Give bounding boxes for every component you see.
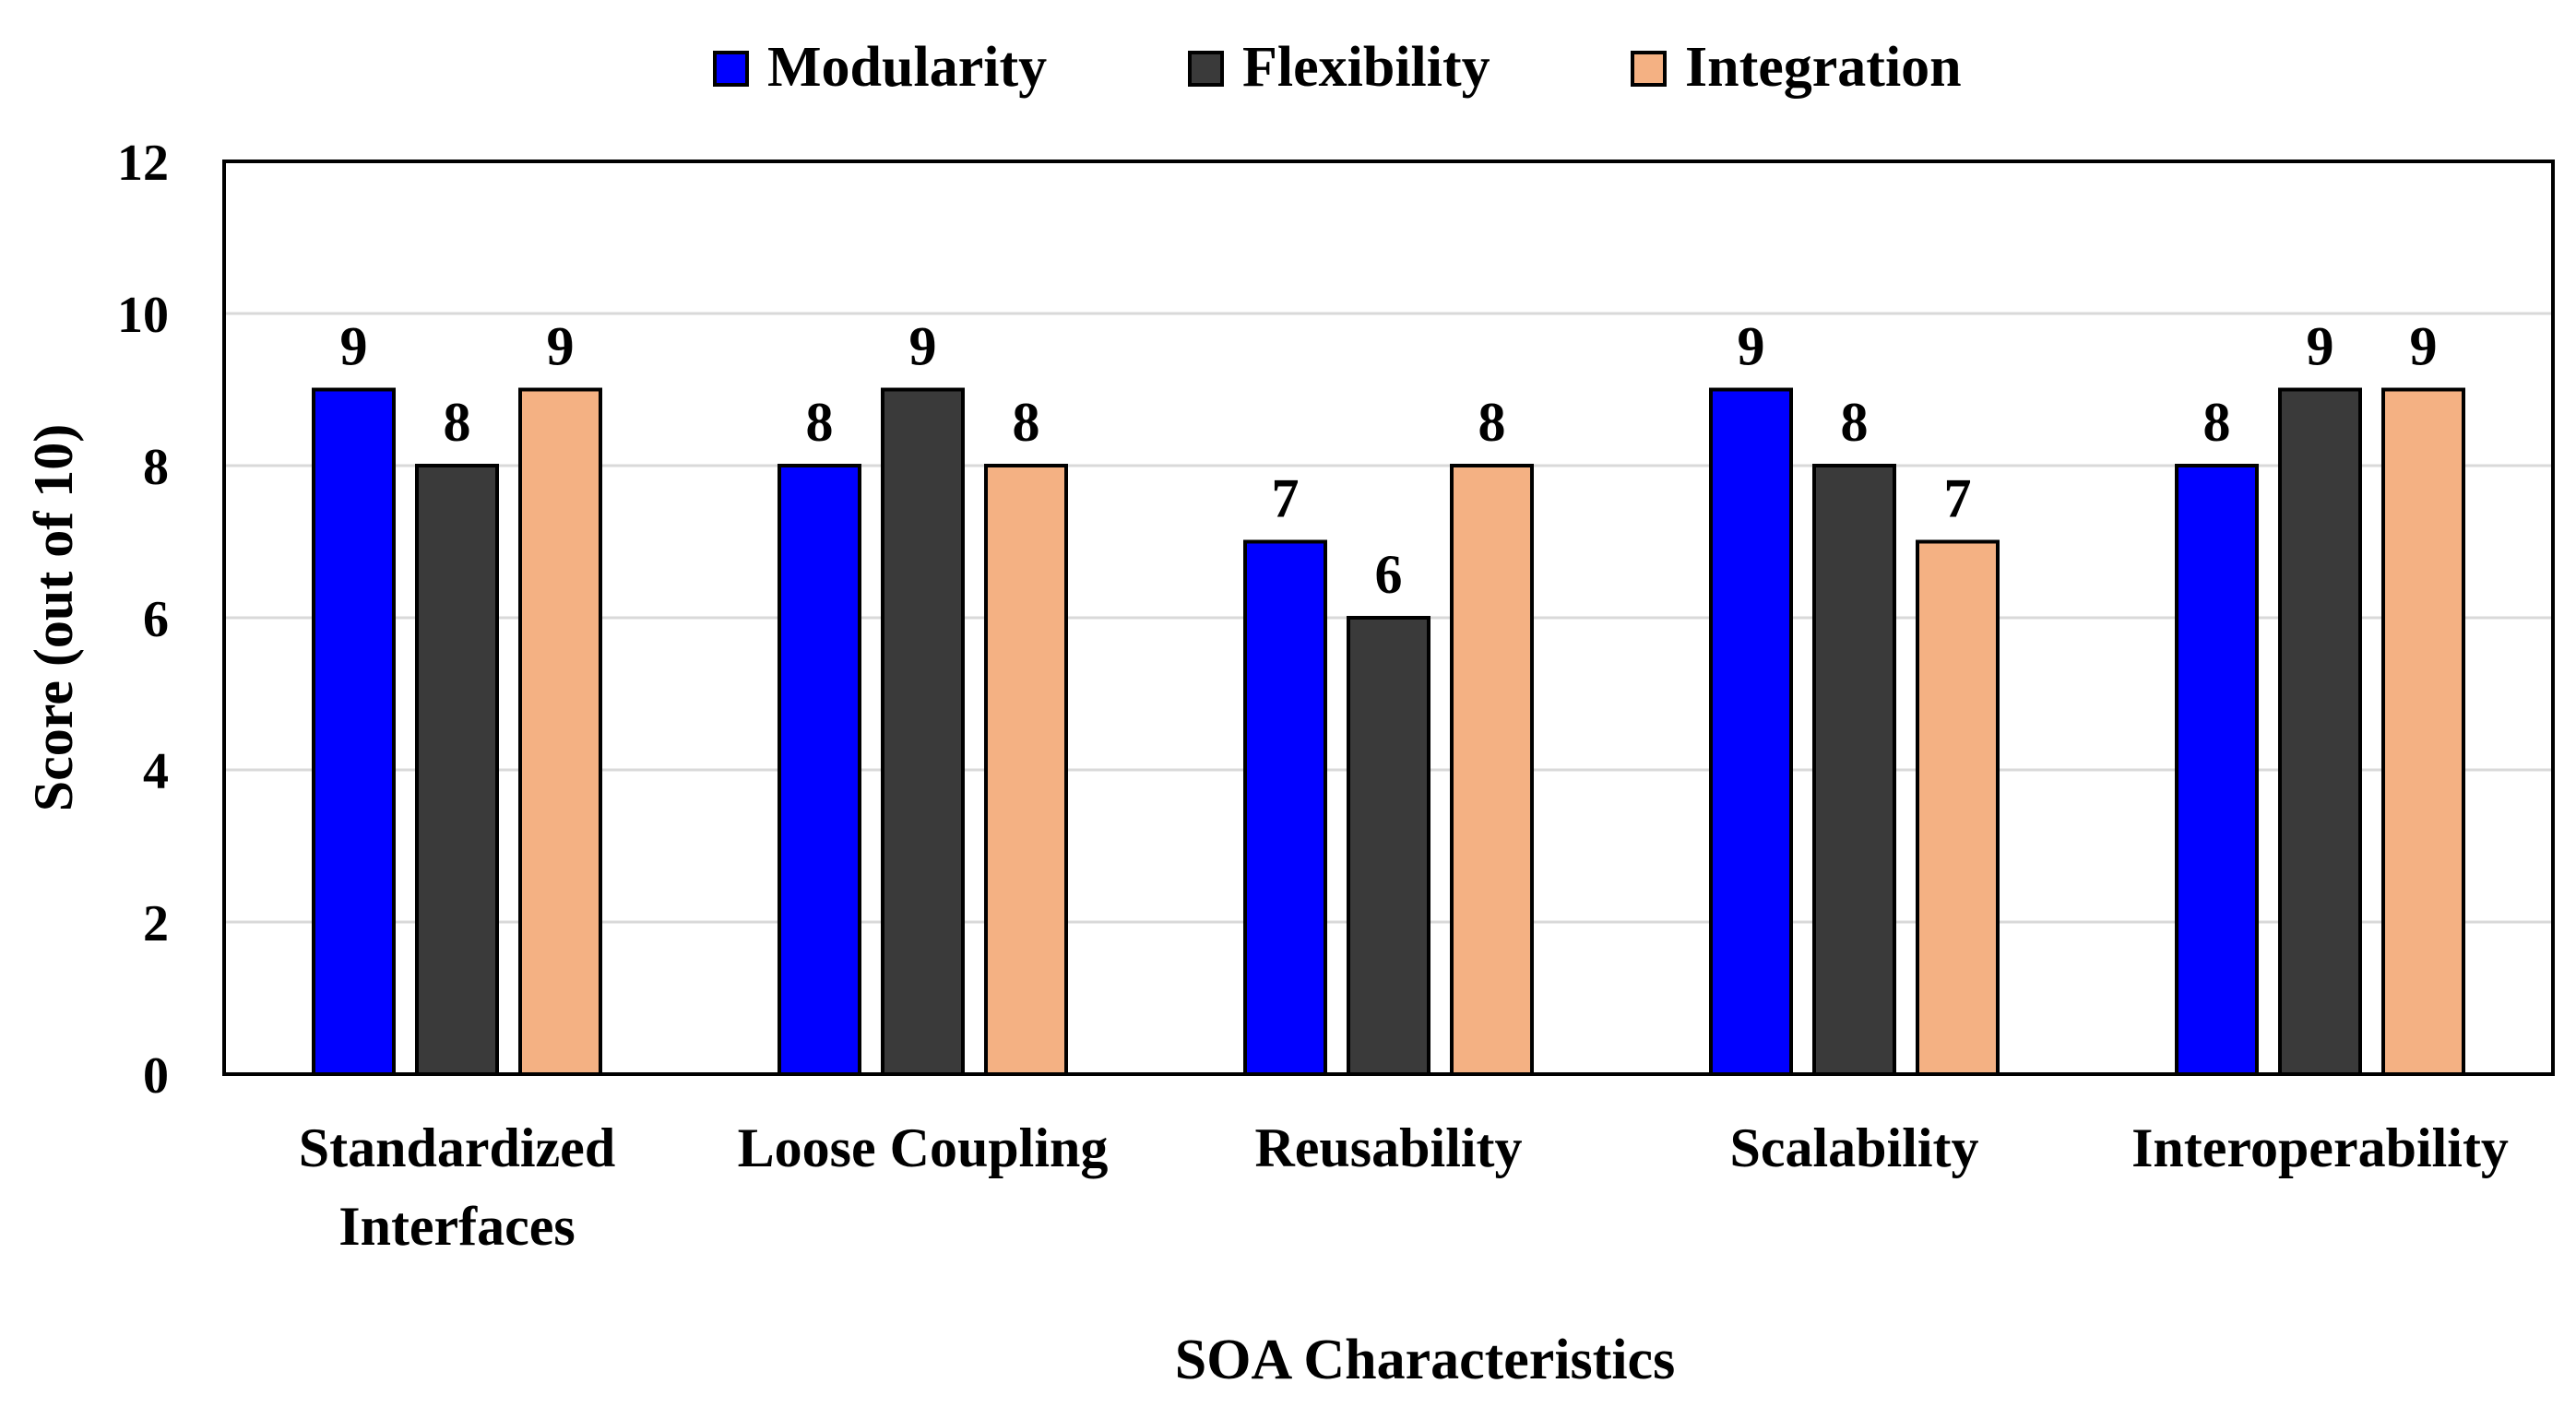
data-label: 9	[547, 316, 575, 377]
legend-label: Modularity	[767, 36, 1047, 99]
x-tick-label: Loose Coupling	[738, 1117, 1109, 1178]
bar-modularity	[2175, 464, 2259, 1076]
data-label: 8	[1841, 392, 1869, 453]
bar-modularity	[312, 387, 396, 1076]
bar-modularity	[1709, 387, 1793, 1076]
bar-flexibility	[415, 464, 499, 1076]
bar-flexibility	[2278, 387, 2362, 1076]
y-axis-title: Score (out of 10)	[23, 424, 84, 811]
x-tick-label: Standardized	[299, 1117, 615, 1178]
plot-frame	[222, 160, 2555, 1076]
y-tick-labels: 0 2 4 6 8 10 12	[117, 135, 169, 1105]
legend-swatch	[1631, 51, 1667, 87]
legend-item-flexibility: Flexibility	[1188, 36, 1490, 99]
bar-flexibility	[1812, 464, 1896, 1076]
legend-label: Integration	[1685, 36, 1962, 99]
y-tick-label: 4	[143, 743, 169, 800]
data-label: 9	[2307, 316, 2334, 377]
data-label: 8	[2203, 392, 2231, 453]
x-tick-labels: Standardized Interfaces Loose Coupling Reus…	[299, 1117, 2509, 1257]
legend: Modularity Flexibility Integration	[713, 36, 1962, 99]
data-label: 8	[1013, 392, 1040, 453]
bar-integration	[1450, 464, 1534, 1076]
bar-flexibility	[1347, 616, 1430, 1076]
bar-modularity	[778, 464, 861, 1076]
data-label: 7	[1272, 468, 1300, 529]
data-label: 7	[1944, 468, 1972, 529]
x-axis-title: SOA Characteristics	[1175, 1329, 1675, 1391]
legend-item-integration: Integration	[1631, 36, 1962, 99]
bar-modularity	[1243, 539, 1327, 1076]
legend-swatch	[713, 51, 749, 87]
legend-item-modularity: Modularity	[713, 36, 1047, 99]
y-tick-label: 10	[117, 287, 169, 344]
y-tick-label: 6	[143, 591, 169, 648]
bar-integration	[1916, 539, 2000, 1076]
bar-integration	[518, 387, 602, 1076]
data-label: 8	[444, 392, 471, 453]
bar-flexibility	[881, 387, 965, 1076]
x-tick-label: Reusability	[1254, 1117, 1522, 1178]
y-tick-label: 0	[143, 1047, 169, 1105]
bars	[312, 387, 2465, 1076]
y-tick-label: 2	[143, 895, 169, 952]
data-labels: 9 8 7 9 8 8 9 6 8 9 9 8 8 7 9	[340, 316, 2438, 606]
data-label: 9	[2410, 316, 2438, 377]
x-tick-label: Interfaces	[338, 1196, 576, 1257]
y-tick-label: 8	[143, 439, 169, 496]
bar-integration	[984, 464, 1068, 1076]
data-label: 9	[1738, 316, 1765, 377]
legend-label: Flexibility	[1242, 36, 1490, 99]
x-tick-label: Interoperability	[2131, 1117, 2509, 1178]
legend-swatch	[1188, 51, 1224, 87]
y-tick-label: 12	[117, 135, 169, 192]
x-tick-label: Scalability	[1729, 1117, 1978, 1178]
data-label: 8	[806, 392, 834, 453]
bar-integration	[2381, 387, 2465, 1076]
data-label: 9	[340, 316, 368, 377]
data-label: 6	[1375, 544, 1403, 605]
data-label: 8	[1478, 392, 1506, 453]
data-label: 9	[909, 316, 937, 377]
